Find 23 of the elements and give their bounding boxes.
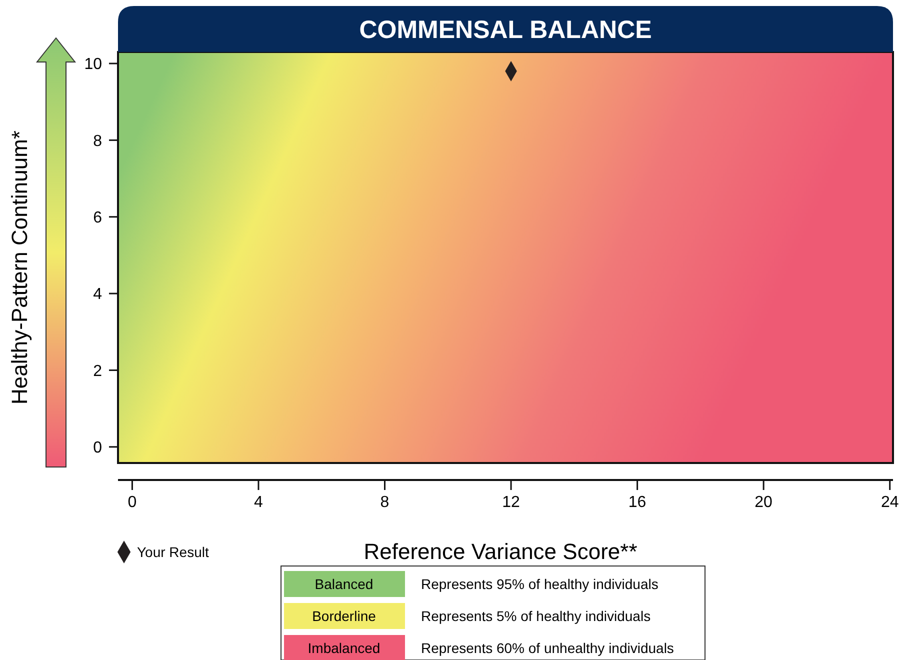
text: Imbalanced — [308, 640, 380, 656]
x-tick-label: 16 — [628, 494, 646, 511]
y-tick-label: 6 — [93, 209, 102, 226]
y-tick-label: 4 — [93, 286, 102, 304]
x-tick-label: 12 — [502, 494, 520, 511]
chart-title: COMMENSAL BALANCE — [359, 16, 652, 44]
text: Borderline — [312, 608, 376, 624]
text: Represents 60% of unhealthy individuals — [421, 640, 674, 656]
y-tick-label: 10 — [84, 56, 102, 74]
x-tick-label: 4 — [254, 494, 264, 511]
y-tick-label: 8 — [93, 132, 102, 150]
x-tick-label: 24 — [880, 494, 899, 511]
text: Represents 95% of healthy individuals — [421, 576, 658, 592]
y-tick-label: 2 — [93, 362, 102, 380]
text: Represents 5% of healthy individuals — [421, 608, 651, 624]
text: Balanced — [314, 576, 374, 592]
legend-label: Your Result — [137, 544, 209, 560]
y-tick-label: 0 — [93, 439, 102, 456]
x-tick-label: 0 — [128, 494, 137, 511]
x-tick-label: 8 — [380, 494, 390, 511]
y-axis-title: Healthy-Pattern Continuum* — [7, 130, 32, 404]
x-axis-title: Reference Variance Score** — [364, 539, 638, 564]
x-tick-label: 20 — [754, 494, 773, 511]
